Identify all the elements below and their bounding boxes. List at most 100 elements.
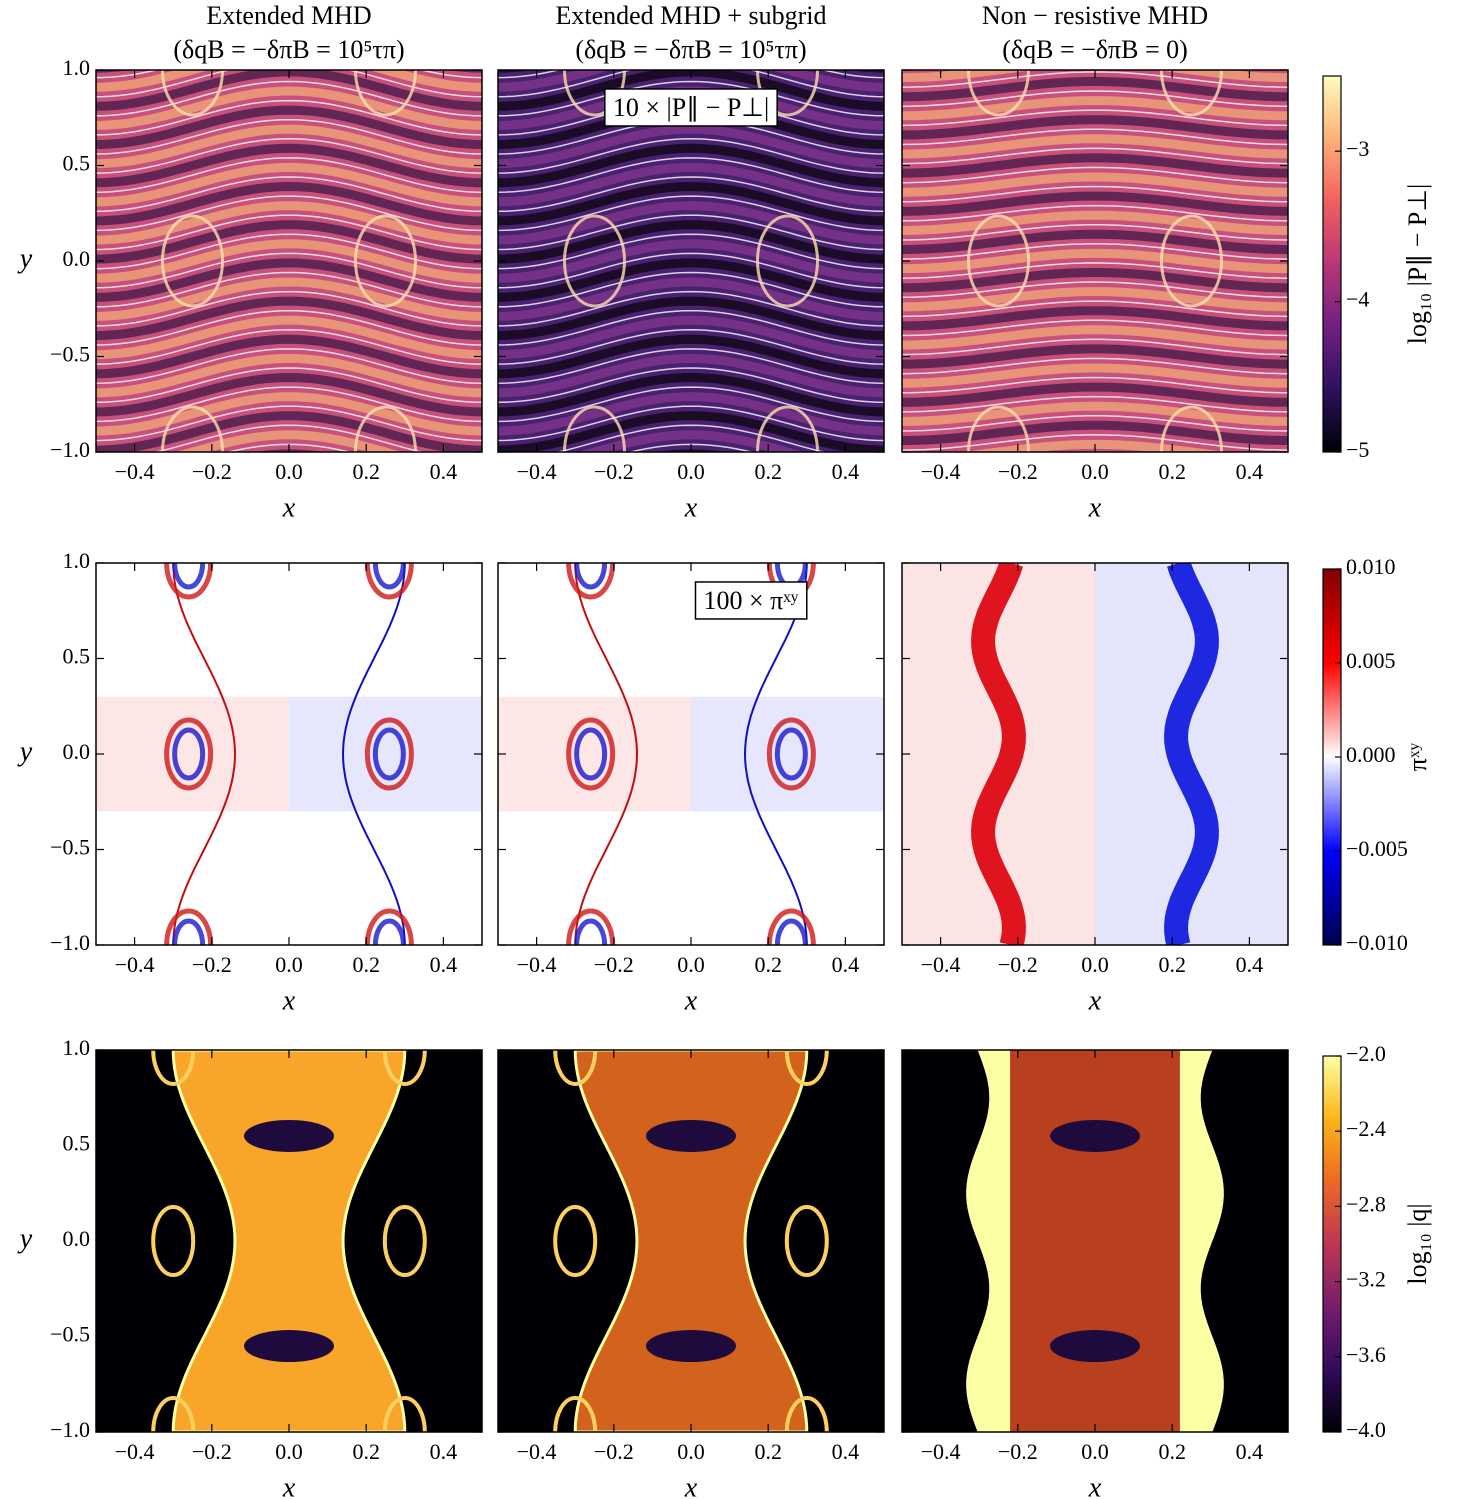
streamline <box>498 195 884 232</box>
stripe <box>498 411 884 452</box>
x-tick-label: −0.2 <box>594 459 634 484</box>
stripe <box>902 325 1288 350</box>
panel-title: Extended MHD <box>206 1 371 30</box>
y-tick-label: 0.0 <box>63 246 91 271</box>
streamline <box>498 157 884 193</box>
streamline <box>498 233 884 270</box>
x-tick-label: −0.2 <box>594 1439 634 1464</box>
x-tick-label: 0.0 <box>275 459 303 484</box>
streamline <box>902 109 1288 127</box>
heatmap <box>902 1050 1288 1432</box>
stripe <box>96 124 482 169</box>
y-tick-label: −1.0 <box>50 930 90 955</box>
x-tick-label: 0.2 <box>1158 1439 1186 1464</box>
streamline <box>96 233 482 270</box>
x-tick-label: −0.2 <box>998 1439 1038 1464</box>
streamline <box>96 367 482 404</box>
streamline <box>902 414 1288 432</box>
stripe <box>902 210 1288 235</box>
x-tick-label: 0.2 <box>1158 952 1186 977</box>
heatmap <box>96 70 482 452</box>
x-tick-label: −0.4 <box>921 459 961 484</box>
streamline <box>96 329 482 365</box>
panel-title: Extended MHD + subgrid <box>555 1 826 30</box>
vortex <box>172 918 206 945</box>
x-tick-label: 0.2 <box>754 459 782 484</box>
streamline <box>902 90 1288 108</box>
band <box>971 563 1026 945</box>
streamline <box>498 367 884 404</box>
stripe <box>902 248 1288 274</box>
flux-region <box>171 1050 407 1432</box>
stripe <box>902 70 1288 83</box>
y-tick-label: 0.0 <box>63 1226 91 1251</box>
dark-lobe <box>244 1330 334 1363</box>
vortex <box>364 563 414 600</box>
colorbar-tick-label: −2.8 <box>1346 1191 1386 1216</box>
y-axis-label: y <box>17 736 33 767</box>
streamline <box>96 252 482 289</box>
colorbar-tick-label: −4.0 <box>1346 1417 1386 1442</box>
stripe <box>577 430 805 452</box>
x-tick-label: 0.2 <box>754 952 782 977</box>
x-tick-label: −0.4 <box>517 1439 557 1464</box>
vortex <box>164 717 214 791</box>
flux-core <box>1010 1050 1180 1432</box>
x-tick-label: 0.4 <box>430 459 458 484</box>
x-tick-label: 0.2 <box>352 1439 380 1464</box>
x-tick-label: −0.2 <box>594 952 634 977</box>
streamline <box>498 252 884 289</box>
colorbar-tick-label: −2.0 <box>1346 1041 1386 1066</box>
streamline <box>498 405 884 442</box>
vortex <box>574 918 608 945</box>
x-tick-label: −0.2 <box>192 1439 232 1464</box>
y-tick-label: 0.5 <box>63 151 91 176</box>
streamline <box>902 376 1288 394</box>
panel-subtitle: (δqB = −δπB = 0) <box>1002 35 1188 64</box>
colorbar-label: log₁₀ |P∥ − P⊥| <box>1403 184 1432 345</box>
y-tick-label: 0.5 <box>63 644 91 669</box>
stripe <box>498 162 884 207</box>
stripe <box>96 70 482 92</box>
vortex <box>553 1050 598 1086</box>
vortex <box>382 1396 427 1432</box>
stripe <box>498 353 884 398</box>
vortex <box>382 1050 427 1086</box>
stripe <box>96 220 482 264</box>
x-axis-label: x <box>684 492 698 523</box>
stripe <box>902 363 1288 388</box>
streamline <box>902 185 1288 203</box>
shock <box>743 563 808 945</box>
x-tick-label: −0.4 <box>115 952 155 977</box>
annotation-box <box>694 581 808 620</box>
streamline <box>498 290 884 327</box>
colorbar-tick-label: −5 <box>1346 437 1369 462</box>
vortex <box>967 405 1030 452</box>
streamline <box>498 329 884 365</box>
y-tick-label: 1.0 <box>63 548 91 573</box>
y-tick-label: −0.5 <box>50 342 90 367</box>
stripe <box>902 96 1288 121</box>
x-tick-label: −0.2 <box>998 459 1038 484</box>
stripe <box>96 86 482 130</box>
stripe <box>902 306 1288 331</box>
streamline <box>902 128 1288 146</box>
tint <box>289 696 482 812</box>
dark-lobe <box>1050 1119 1140 1152</box>
streamline <box>902 147 1288 165</box>
y-tick-label: −0.5 <box>50 1322 90 1347</box>
y-tick-label: −0.5 <box>50 835 90 860</box>
vortex <box>372 727 406 781</box>
x-axis-label: x <box>282 492 296 523</box>
streamline <box>96 176 482 213</box>
vortex <box>161 70 224 117</box>
x-tick-label: −0.4 <box>517 952 557 977</box>
x-tick-label: 0.4 <box>832 952 860 977</box>
x-tick-label: 0.2 <box>352 952 380 977</box>
colorbar <box>1322 75 1342 453</box>
stripe <box>96 372 482 417</box>
x-tick-label: −0.2 <box>192 952 232 977</box>
streamline <box>902 281 1288 299</box>
y-tick-label: −1.0 <box>50 437 90 462</box>
